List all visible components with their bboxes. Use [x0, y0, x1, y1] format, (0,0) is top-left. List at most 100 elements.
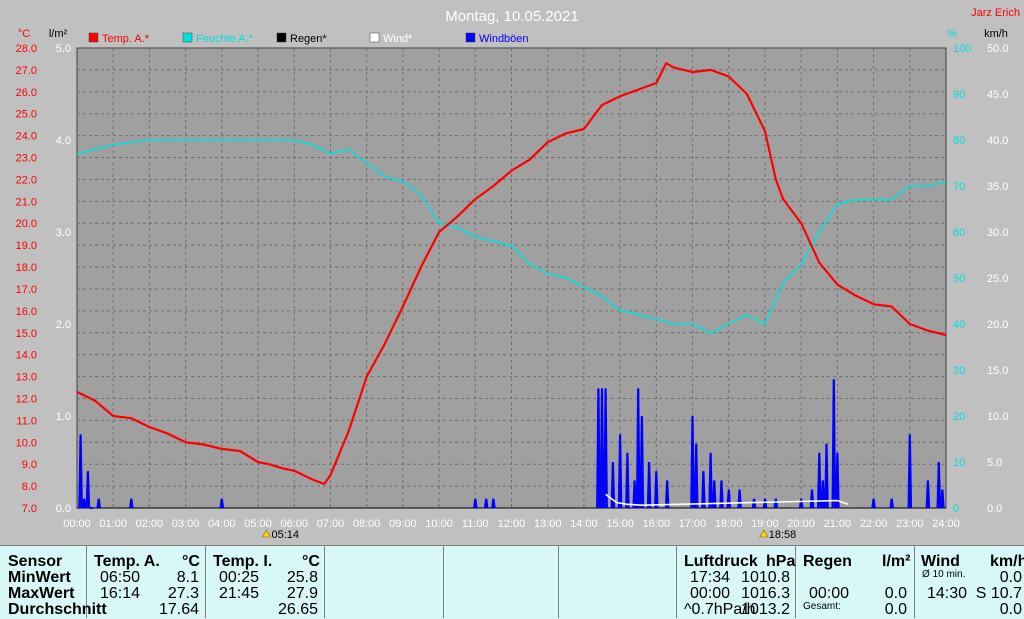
- divider: [86, 545, 87, 618]
- rain-tick-label: 3.0: [56, 227, 71, 239]
- wind-tick-label: 50.0: [987, 43, 1008, 55]
- pressure-max-time: 00:00: [690, 585, 731, 602]
- legend-label: Temp. A.*: [102, 33, 150, 45]
- x-tick-label: 04:00: [208, 518, 236, 530]
- x-tick-label: 11:00: [462, 518, 489, 530]
- temp-a-label: Temp. A.: [94, 553, 160, 570]
- temp-tick-label: 19.0: [16, 240, 37, 252]
- series-layer: [76, 62, 947, 510]
- pressure-max: 1016.3: [741, 585, 790, 602]
- humidity-tick-label: 10: [953, 457, 965, 469]
- humidity-tick-label: 80: [953, 135, 965, 147]
- sensor-label: Sensor: [8, 553, 63, 570]
- x-tick-label: 14:00: [570, 518, 598, 530]
- x-tick-label: 06:00: [280, 518, 308, 530]
- temp-i-max: 27.9: [286, 585, 318, 602]
- temp-tick-label: 28.0: [16, 43, 37, 55]
- x-tick-label: 16:00: [643, 518, 671, 530]
- temp-tick-label: 15.0: [16, 328, 37, 340]
- series-wind: [605, 493, 849, 507]
- temp-tick-label: 27.0: [16, 65, 37, 77]
- wind-tick-label: 5.0: [987, 457, 1002, 469]
- series-temp-a: [76, 62, 947, 485]
- temp-i-unit: °C: [302, 553, 320, 570]
- legend-label: Regen*: [290, 33, 327, 45]
- row-avg-label: Durchschnitt: [8, 601, 107, 618]
- humidity-unit-label: %: [947, 28, 957, 40]
- rain-total-label: Gesamt:: [803, 601, 841, 612]
- temp-tick-label: 17.0: [16, 284, 37, 296]
- x-tick-label: 02:00: [136, 518, 164, 530]
- x-tick-label: 20:00: [787, 518, 815, 530]
- temp-a-min-time: 06:50: [100, 569, 141, 586]
- temp-i-max-time: 21:45: [219, 585, 260, 602]
- divider: [205, 545, 206, 618]
- temp-tick-label: 18.0: [16, 262, 37, 274]
- wind-tick-label: 10.0: [987, 411, 1008, 423]
- sun-markers: 05:14 18:58: [261, 529, 796, 541]
- x-tick-label: 15:00: [606, 518, 634, 530]
- wind-label: Wind: [921, 553, 960, 570]
- wind-tick-label: 40.0: [987, 135, 1008, 147]
- temp-tick-label: 25.0: [16, 109, 37, 121]
- temp-tick-label: 20.0: [16, 218, 37, 230]
- x-tick-label: 22:00: [860, 518, 888, 530]
- temp-tick-label: 13.0: [16, 372, 37, 384]
- humidity-tick-label: 50: [953, 273, 965, 285]
- temp-tick-label: 21.0: [16, 196, 37, 208]
- temp-tick-label: 16.0: [16, 306, 37, 318]
- divider: [914, 545, 915, 618]
- x-tick-label: 00:00: [63, 518, 91, 530]
- humidity-tick-label: 70: [953, 181, 965, 193]
- x-tick-label: 18:00: [715, 518, 743, 530]
- temp-tick-label: 24.0: [16, 131, 37, 143]
- humidity-tick-label: 30: [953, 365, 965, 377]
- wind-tick-label: 0.0: [987, 503, 1002, 515]
- pressure-trend: 1013.2: [741, 601, 790, 618]
- summary-panel: [0, 545, 1024, 619]
- rain-label: Regen: [803, 553, 852, 570]
- wind-min: 0.0: [999, 569, 1022, 586]
- sunset-icon: [759, 529, 769, 538]
- pressure-min: 1010.8: [741, 569, 790, 586]
- rain-max-time: 00:00: [809, 585, 850, 602]
- x-tick-label: 21:00: [824, 518, 852, 530]
- wind-max: S 10.7: [975, 585, 1022, 602]
- wind-max-time: 14:30: [927, 585, 968, 602]
- temp-unit-label: °C: [18, 28, 30, 40]
- x-tick-label: 12:00: [498, 518, 526, 530]
- wind-tick-label: 25.0: [987, 273, 1008, 285]
- x-tick-label: 19:00: [751, 518, 779, 530]
- humidity-tick-label: 20: [953, 411, 965, 423]
- rain-tick-label: 4.0: [56, 135, 71, 147]
- x-tick-label: 01:00: [99, 518, 127, 530]
- rain-total: 0.0: [884, 601, 907, 618]
- series-windboeen: [78, 379, 945, 510]
- temp-a-unit: °C: [182, 553, 200, 570]
- row-max-label: MaxWert: [8, 585, 75, 602]
- rain-tick-label: 5.0: [56, 43, 71, 55]
- x-tick-label: 10:00: [425, 518, 453, 530]
- legend-label: Windböen: [479, 33, 529, 45]
- humidity-tick-label: 60: [953, 227, 965, 239]
- temp-tick-label: 8.0: [22, 481, 37, 493]
- temp-tick-label: 10.0: [16, 437, 37, 449]
- divider: [324, 545, 325, 618]
- temp-tick-label: 9.0: [22, 459, 37, 471]
- temp-a-max-time: 16:14: [100, 585, 141, 602]
- rain-unit: l/m²: [882, 553, 911, 570]
- legend-label: Feuchte A.*: [196, 33, 254, 45]
- temp-tick-label: 11.0: [16, 415, 37, 427]
- humidity-tick-label: 100: [953, 43, 971, 55]
- pressure-label: Luftdruck: [684, 553, 758, 570]
- legend-label: Wind*: [383, 33, 413, 45]
- wind-tick-label: 45.0: [987, 89, 1008, 101]
- series-feuchte-a: [76, 139, 947, 335]
- rain-tick-label: 2.0: [56, 319, 71, 331]
- humidity-tick-label: 90: [953, 89, 965, 101]
- divider: [443, 545, 444, 618]
- temp-tick-label: 26.0: [16, 87, 37, 99]
- sunrise-icon: [261, 529, 272, 538]
- rain-unit-label: l/m²: [49, 28, 68, 40]
- author-label: Jarz Erich: [971, 7, 1020, 19]
